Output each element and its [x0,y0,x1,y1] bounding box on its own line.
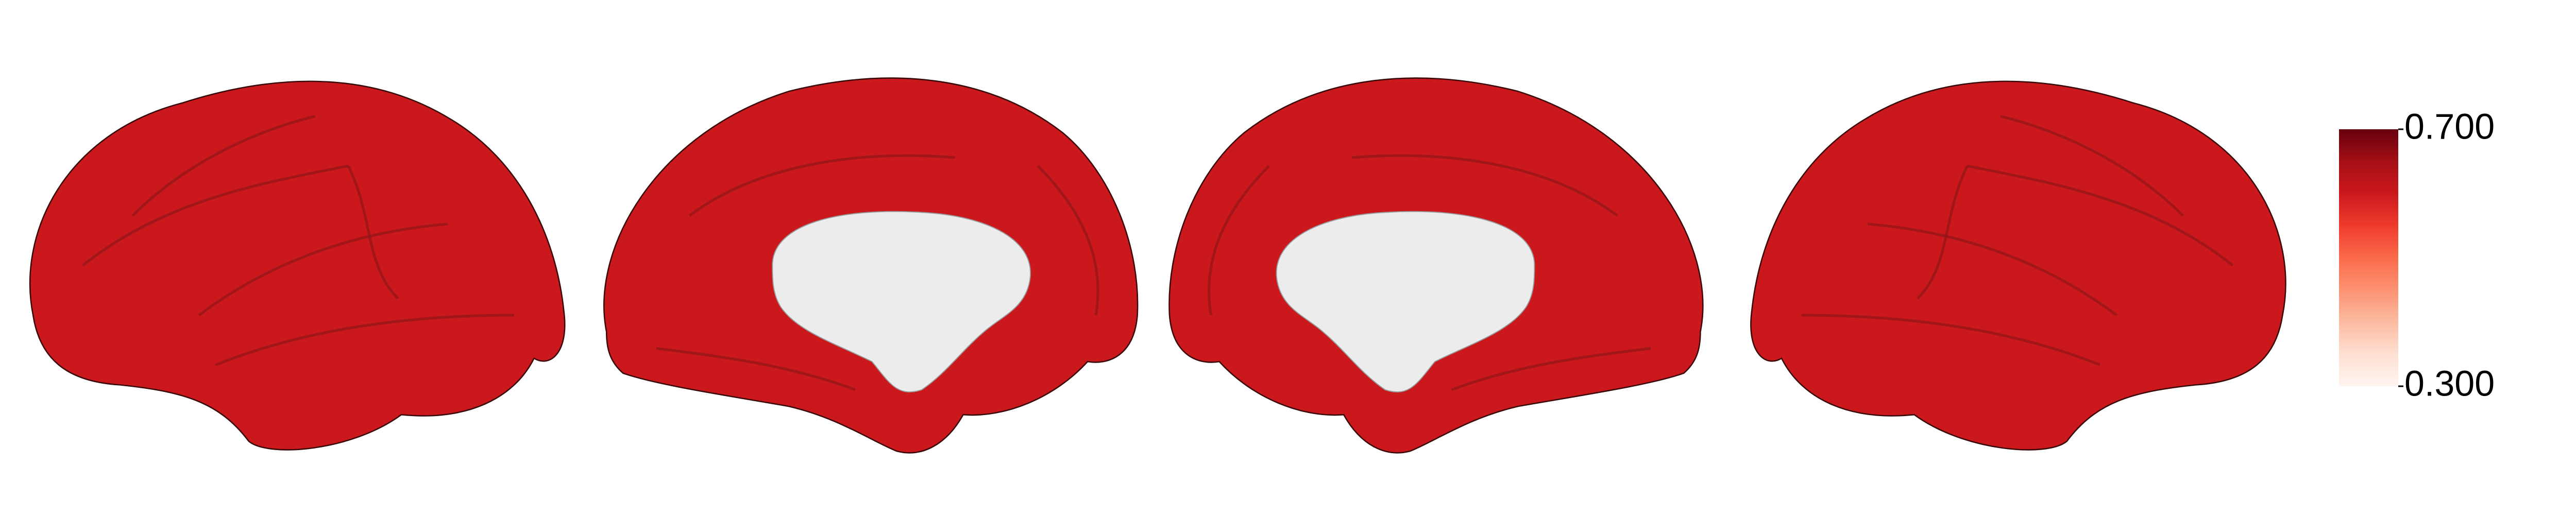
sulcus [1868,222,2117,317]
sulcus [1207,165,1270,316]
brain-view [1168,77,1704,454]
sulcus [688,154,955,217]
colorbar-tick-label: 0.700 [2404,106,2495,146]
brain-surface [1750,80,2286,451]
sulcus [2000,115,2184,217]
sulcus [82,164,349,267]
sulcus [1037,165,1099,316]
sulcus [198,222,448,317]
sulcus [656,347,856,391]
sulcus [1801,314,2101,366]
sulcus [131,115,316,217]
colorbar [2339,129,2398,386]
medial-wall [772,211,1031,393]
sulcus [1351,154,1618,217]
brain-surface [29,80,566,451]
sulcus [1451,347,1651,391]
sulcus [1967,164,2234,267]
sulcus [215,314,515,366]
brain-view [1750,80,2286,451]
sulcus [347,165,399,300]
brain-view [29,80,566,451]
sulcus [1917,165,1969,300]
colorbar-tick-label: 0.300 [2404,363,2495,403]
medial-wall [1276,211,1535,393]
brain-view [603,77,1139,454]
